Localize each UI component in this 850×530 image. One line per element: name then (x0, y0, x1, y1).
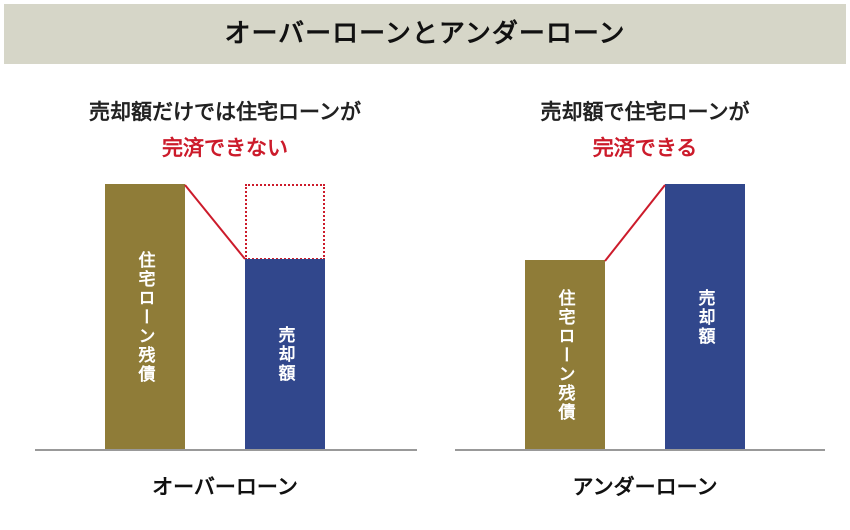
overloan-heading-line1: 売却額だけでは住宅ローンが (89, 100, 361, 124)
underloan-loan-bar: 住宅ローン残債 (525, 260, 605, 450)
underloan-baseline (455, 449, 825, 451)
title-banner: オーバーローンとアンダーローン (4, 4, 846, 64)
overloan-heading: 売却額だけでは住宅ローンが 完済できない (35, 96, 415, 162)
page-title: オーバーローンとアンダーローン (224, 19, 626, 49)
overloan-caption: オーバーローン (152, 475, 298, 499)
underloan-loan-bar-label: 住宅ローン残債 (554, 288, 575, 422)
overloan-sale-bar: 売却額 (245, 259, 325, 450)
underloan-connector-line (604, 184, 666, 262)
underloan-caption: アンダーローン (572, 475, 718, 499)
overloan-connector-line (184, 184, 246, 260)
overloan-sale-bar-label: 売却額 (274, 326, 295, 383)
overloan-loan-bar-label: 住宅ローン残債 (134, 250, 155, 384)
underloan-heading: 売却額で住宅ローンが 完済できる (455, 96, 835, 162)
underloan-sale-bar: 売却額 (665, 184, 745, 450)
overloan-loan-bar: 住宅ローン残債 (105, 184, 185, 450)
underloan-sale-bar-label: 売却額 (694, 288, 715, 346)
overloan-baseline (35, 449, 417, 451)
underloan-heading-line1: 売却額で住宅ローンが (540, 100, 750, 124)
underloan-heading-line2: 完済できる (592, 136, 698, 160)
overloan-heading-line2: 完済できない (162, 136, 288, 160)
